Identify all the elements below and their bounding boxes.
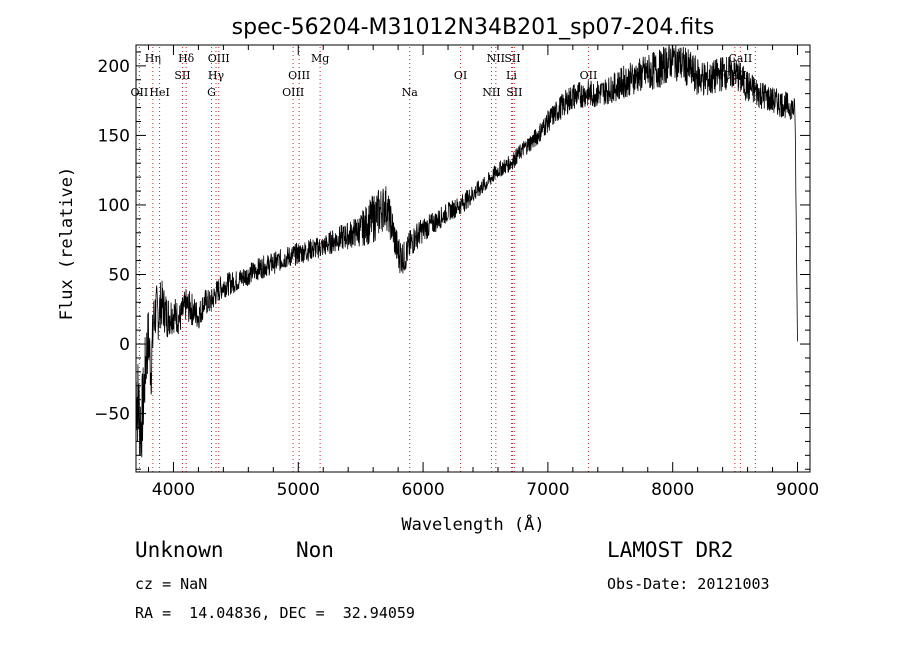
y-tick-label: 0 [119, 335, 130, 355]
spectral-line-label: OI [454, 69, 467, 82]
spectral-line-label: OII [580, 69, 598, 82]
survey-name: LAMOST DR2 [607, 538, 734, 562]
spectral-line-label: Hδ [178, 52, 195, 65]
x-axis-label: Wavelength (Å) [401, 513, 544, 535]
x-tick-label: 4000 [152, 480, 195, 500]
spectrum-line [135, 44, 798, 458]
plot-frame [135, 44, 811, 473]
y-axis-label: Flux (relative) [57, 167, 77, 321]
object-class: Unknown [135, 538, 224, 562]
spectral-line-label: HeI [149, 86, 169, 99]
sky-coordinates: RA = 14.04836, DEC = 32.94059 [135, 604, 415, 622]
spectral-line-label: NII [487, 52, 505, 65]
object-subclass: Non [296, 538, 334, 562]
x-tick-label: 7000 [526, 480, 569, 500]
x-tick-label: 6000 [401, 480, 444, 500]
spectral-line-label: NII [482, 86, 500, 99]
spectral-line-label: G [207, 86, 216, 99]
y-tick-label: 50 [108, 265, 130, 285]
x-tick-label: 8000 [651, 480, 694, 500]
spectral-line-label: Hγ [208, 69, 225, 82]
spectral-line-label: SII [506, 86, 522, 99]
x-tick-label: 5000 [277, 480, 320, 500]
spectral-line-label: SII [174, 69, 190, 82]
y-tick-label: 100 [98, 196, 130, 216]
observation-date: Obs-Date: 20121003 [607, 575, 770, 593]
spectral-line-label: OIII [208, 52, 230, 65]
spectral-line-label: OIII [288, 69, 310, 82]
spectral-line-label: OIII [282, 86, 304, 99]
chart-title: spec-56204-M31012N34B201_sp07-204.fits [232, 15, 715, 40]
y-tick-label: 150 [98, 126, 130, 146]
redshift-cz: cz = NaN [135, 575, 208, 593]
x-tick-label: 9000 [776, 480, 819, 500]
spectral-line-label: OII [131, 86, 149, 99]
spectral-line-label: Hη [145, 52, 161, 65]
y-tick-label: −50 [94, 405, 130, 425]
y-tick-label: 200 [98, 57, 130, 77]
spectral-line-label: SII [504, 52, 520, 65]
spectral-line-label: Na [402, 86, 419, 99]
spectral-line-label: Li [506, 69, 517, 82]
spectral-line-label: Mg [311, 52, 329, 65]
